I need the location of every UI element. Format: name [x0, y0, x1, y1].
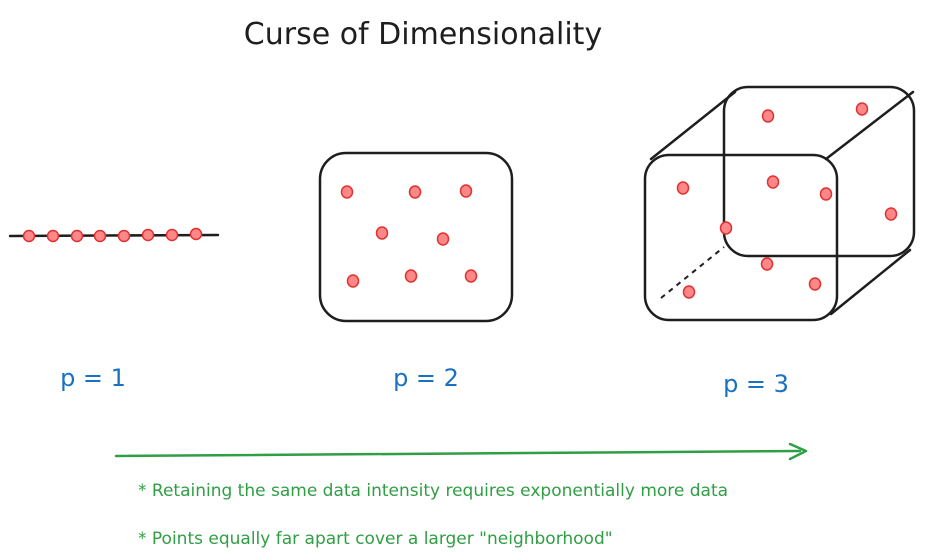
arrow-shaft	[114, 449, 802, 458]
two-d-points	[340, 184, 478, 288]
two-d-square	[318, 151, 514, 323]
data-point	[70, 229, 84, 243]
cube-front-face	[643, 153, 839, 322]
note-neighborhood: * Points equally far apart cover a large…	[138, 529, 613, 549]
cube-edge-top-right	[824, 90, 915, 161]
data-point	[719, 221, 733, 235]
data-point	[189, 227, 203, 241]
one-d-points	[22, 227, 203, 243]
one-d-axis-line	[8, 233, 220, 238]
data-point	[436, 232, 450, 246]
data-point	[819, 187, 833, 201]
data-point	[766, 175, 780, 189]
data-point	[165, 228, 179, 242]
data-point	[93, 229, 107, 243]
cube-edge-hidden	[660, 246, 725, 299]
note-data-intensity: * Retaining the same data intensity requ…	[138, 481, 728, 501]
three-d-points	[676, 102, 898, 299]
diagram-title: Curse of Dimensionality	[244, 17, 602, 52]
data-point	[808, 277, 822, 291]
data-point	[760, 257, 774, 271]
panel-p1: p = 1	[8, 227, 220, 392]
cube-edge-bottom-right	[829, 248, 912, 316]
data-point	[884, 207, 898, 221]
dimension-arrow	[114, 442, 808, 461]
panel-label-p1: p = 1	[60, 364, 126, 392]
data-point	[404, 269, 418, 283]
cube-back-face	[722, 85, 916, 258]
data-point	[761, 109, 775, 123]
data-point	[117, 229, 131, 243]
panel-label-p3: p = 3	[723, 370, 789, 398]
arrow-head-icon	[788, 442, 808, 461]
data-point	[676, 181, 690, 195]
data-point	[46, 229, 60, 243]
data-point	[346, 274, 360, 288]
data-point	[682, 285, 696, 299]
data-point	[22, 229, 36, 243]
data-point	[464, 269, 478, 283]
data-point	[408, 185, 422, 199]
data-point	[459, 184, 473, 198]
cube-edge-top-left	[649, 90, 737, 161]
panel-p3: p = 3	[643, 85, 916, 398]
data-point	[141, 228, 155, 242]
panel-p2: p = 2	[318, 151, 514, 392]
data-point	[855, 102, 869, 116]
panel-label-p2: p = 2	[393, 364, 459, 392]
data-point	[340, 185, 354, 199]
data-point	[375, 226, 389, 240]
